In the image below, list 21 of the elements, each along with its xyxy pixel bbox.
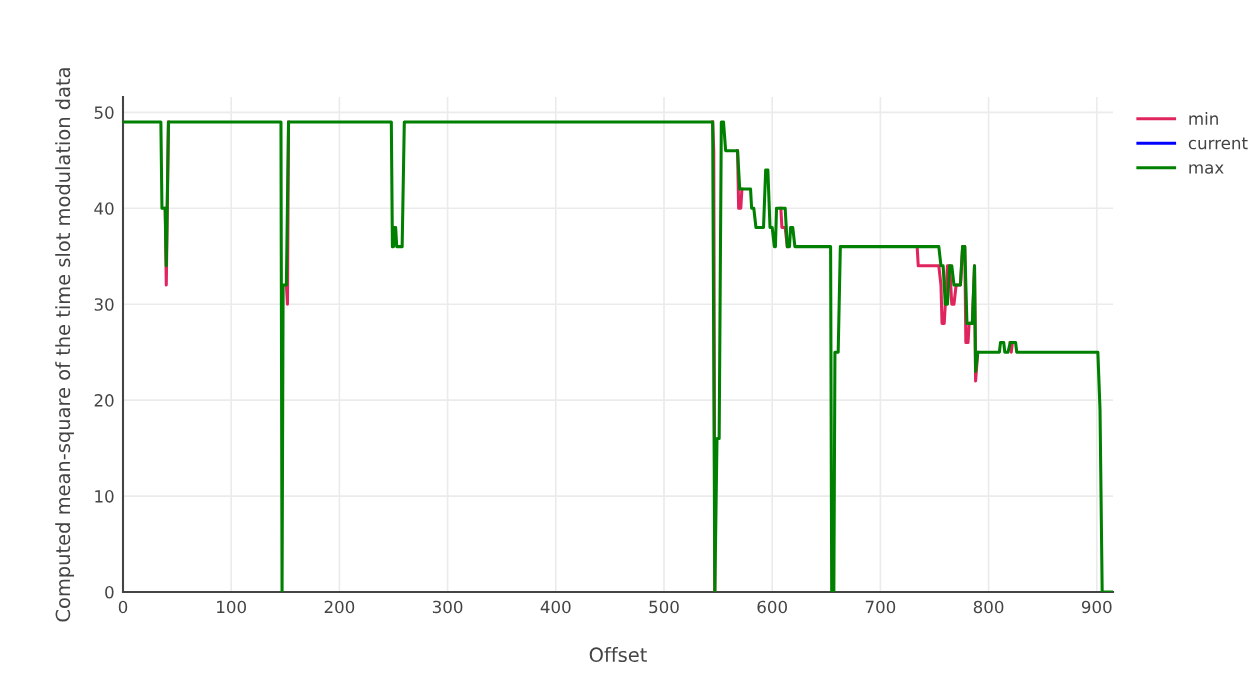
legend-label: min (1189, 112, 1218, 125)
x-tick-label: 0 (118, 600, 128, 614)
y-tick-label: 40 (94, 202, 114, 215)
y-tick-label: 0 (105, 585, 114, 599)
legend-label: max (1189, 164, 1224, 174)
x-tick-label: 300 (432, 600, 463, 614)
legend-label: current (1188, 137, 1248, 150)
x-tick-label: 600 (757, 600, 787, 614)
y-tick-label: 50 (94, 106, 114, 119)
x-tick-label: 500 (649, 600, 679, 614)
x-tick-label: 900 (1081, 600, 1112, 614)
x-tick-label: 400 (540, 600, 571, 614)
y-tick-label: 20 (94, 394, 114, 407)
x-tick-label: 100 (217, 600, 246, 614)
x-tick-label: 800 (973, 600, 1004, 614)
x-axis-title: Offset (589, 647, 647, 663)
y-tick-label: 30 (94, 298, 114, 311)
y-axis-title: Computed mean-square of the time slot modulation data (55, 68, 75, 622)
x-tick-label: 200 (324, 600, 355, 614)
x-tick-label: 700 (865, 600, 896, 614)
y-tick-label: 10 (95, 490, 114, 503)
